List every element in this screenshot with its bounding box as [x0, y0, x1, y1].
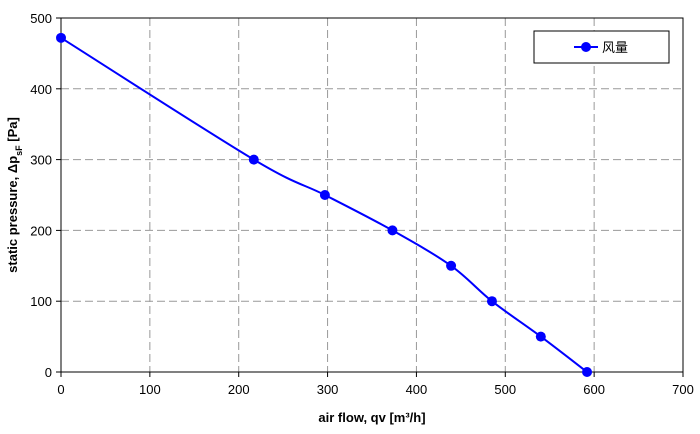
x-tick-label: 100: [139, 382, 161, 397]
y-axis-title-subscript: sF: [14, 145, 24, 156]
data-point: [582, 367, 593, 377]
series-layer: [56, 32, 593, 377]
data-point: [387, 225, 398, 236]
legend-entry-label: 风量: [602, 40, 628, 55]
y-tick-label: 300: [30, 153, 52, 168]
data-point: [248, 154, 259, 165]
x-tick-label: 300: [317, 382, 339, 397]
x-tick-label: 700: [672, 382, 694, 397]
data-point: [56, 32, 66, 43]
x-tick-label: 200: [228, 382, 250, 397]
grid-lines: [61, 18, 683, 372]
axis-ticks: 0 100 200 300 400 500 600 700 0 100 200 300 400 500: [30, 11, 694, 397]
data-point: [535, 331, 546, 342]
legend-dot-marker: [581, 42, 591, 52]
plot-area-frame: [60, 17, 684, 373]
y-axis-title-unit: [Pa]: [5, 117, 20, 145]
y-axis-title: static pressure, ΔpsF [Pa]: [5, 117, 24, 273]
series-line: [60, 36, 588, 373]
data-point: [486, 296, 497, 307]
y-tick-label: 500: [30, 11, 52, 26]
data-point: [446, 260, 457, 271]
y-tick-label: 200: [30, 223, 52, 238]
x-axis-title: air flow, qv [m³/h]: [318, 410, 425, 425]
y-axis-title-main: static pressure, Δp: [5, 156, 20, 273]
data-point: [319, 190, 330, 200]
y-tick-label: 400: [30, 82, 52, 97]
y-tick-label: 0: [45, 365, 52, 380]
x-tick-label: 400: [406, 382, 428, 397]
x-tick-label: 0: [57, 382, 64, 397]
x-tick-label: 600: [583, 382, 605, 397]
y-tick-label: 100: [30, 294, 52, 309]
legend-box: [533, 30, 670, 64]
x-tick-label: 500: [494, 382, 516, 397]
legend: 风量: [533, 30, 670, 64]
